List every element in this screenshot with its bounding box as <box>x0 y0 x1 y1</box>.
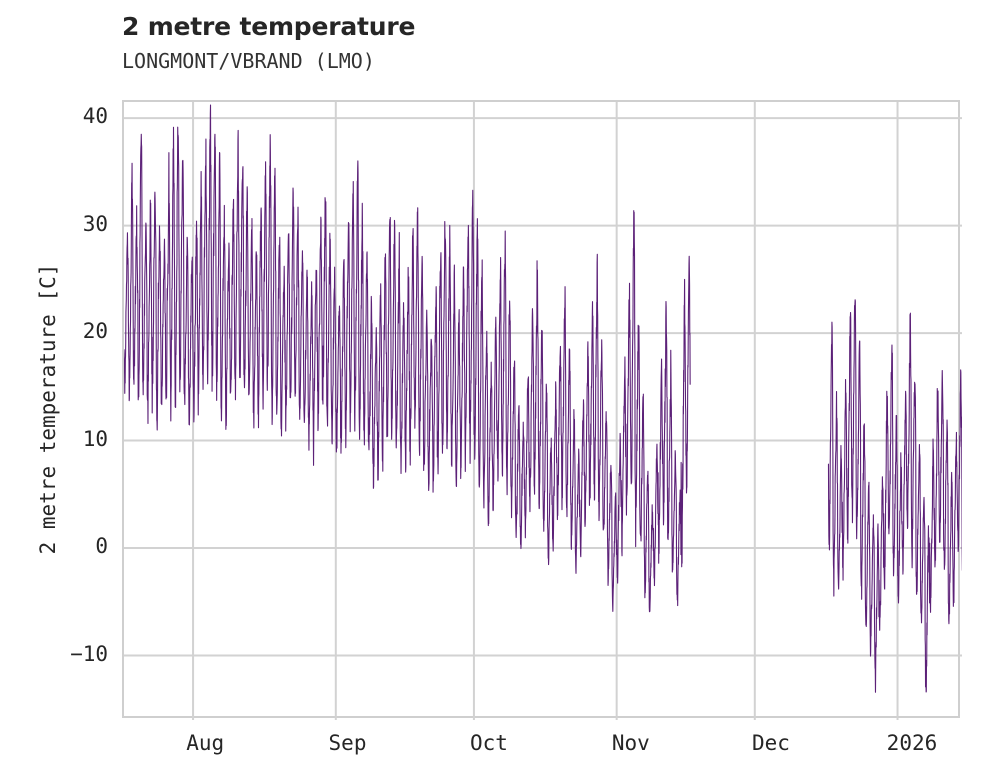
x-tick-label: Dec <box>751 731 790 755</box>
x-tick-label: 2026 <box>886 731 938 755</box>
y-axis-tick-labels: 40 30 20 10 0 −10 <box>0 0 122 782</box>
grid-lines <box>124 102 962 720</box>
x-tick-label: Aug <box>186 731 225 755</box>
title-block: 2 metre temperature LONGMONT/VBRAND (LMO… <box>122 12 822 74</box>
temperature-series <box>124 104 962 693</box>
y-tick-label: −10 <box>70 641 108 666</box>
page-title: 2 metre temperature <box>122 12 416 41</box>
chart-subtitle: LONGMONT/VBRAND (LMO) <box>122 49 375 73</box>
y-tick-label: 20 <box>82 319 108 344</box>
x-tick-label: Oct <box>469 731 508 755</box>
y-tick-label: 30 <box>82 211 108 236</box>
series-line <box>827 299 962 693</box>
x-tick-label: Sep <box>328 731 367 755</box>
x-tick-label: Nov <box>611 731 650 755</box>
plot-area <box>122 100 962 720</box>
y-tick-label: 10 <box>82 426 108 451</box>
y-tick-label: 0 <box>95 534 108 559</box>
series-line <box>124 104 691 613</box>
y-tick-label: 40 <box>82 104 108 129</box>
plot-svg <box>124 102 962 720</box>
